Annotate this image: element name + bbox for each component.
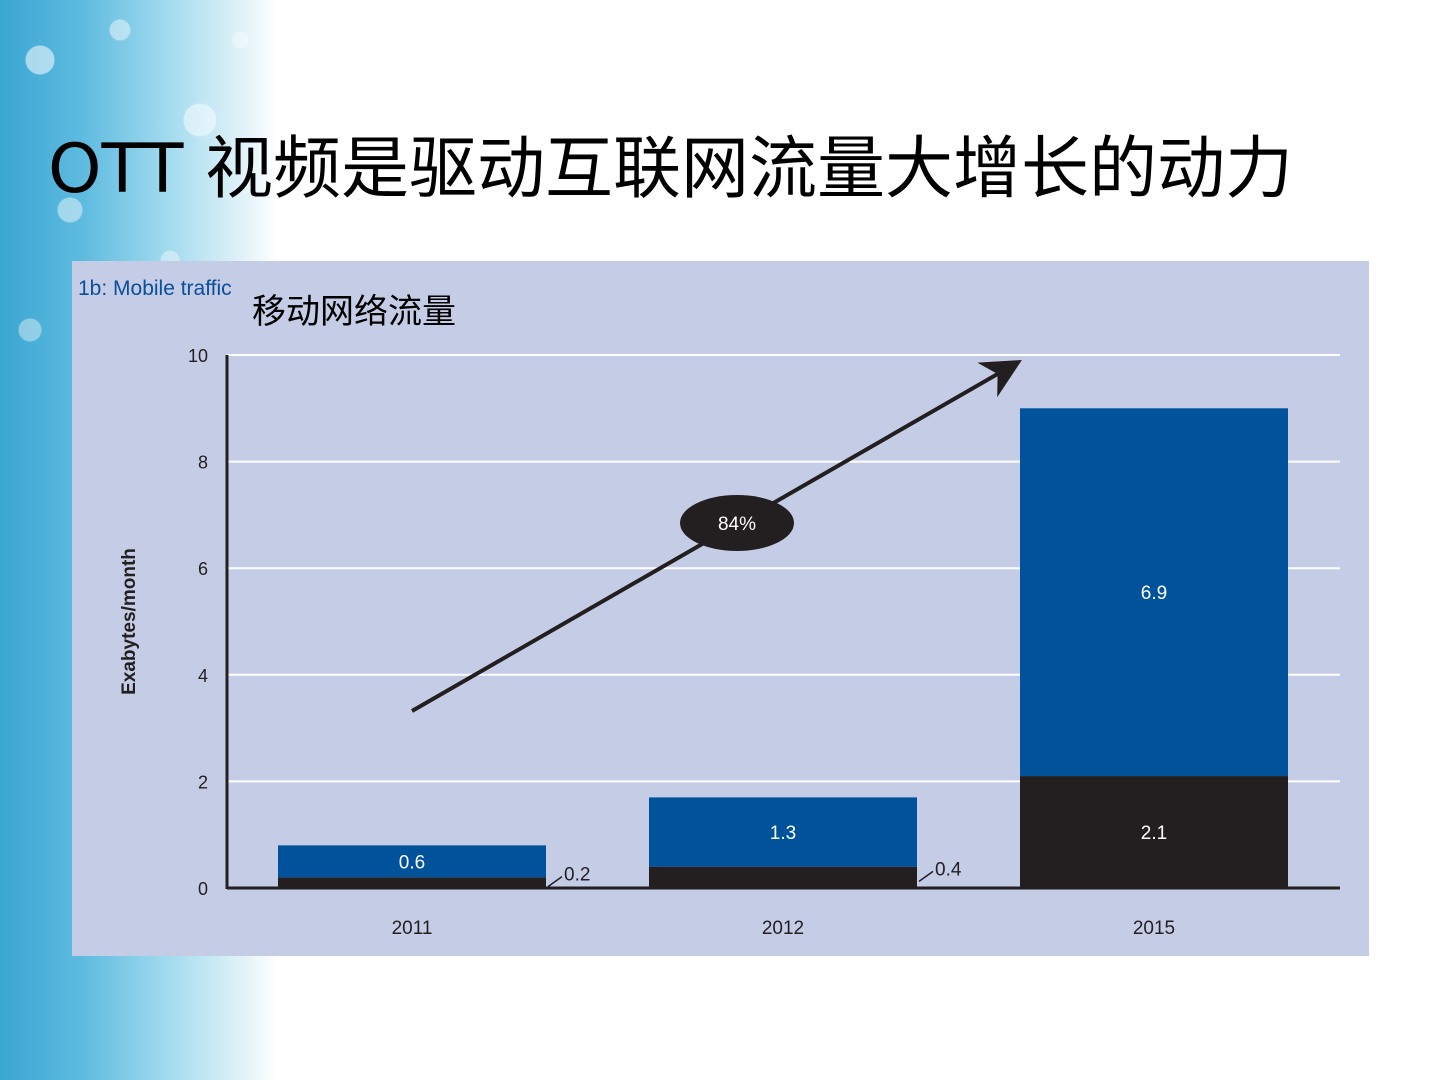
- y-tick-label: 10: [188, 346, 208, 366]
- bar-top-2015: [1020, 408, 1288, 777]
- y-axis-label: Exabytes/month: [119, 548, 140, 695]
- bar-bottom-2012: [649, 866, 917, 888]
- x-tick-label: 2012: [762, 918, 804, 939]
- y-tick-label: 8: [198, 453, 208, 473]
- chart-panel: 1b: Mobile traffic Exabytes/month 0 2 4 6 8 10 2…: [72, 261, 1369, 956]
- bar-bottom-2011: [278, 877, 546, 888]
- data-label-bottom-2015: 2.1: [1141, 823, 1167, 844]
- bar-top-2011: [278, 845, 546, 878]
- y-tick-label: 4: [198, 666, 208, 686]
- bar-bottom-2015: [1020, 776, 1288, 888]
- chart-title: 1b: Mobile traffic: [78, 277, 232, 300]
- annotation-bubble: [680, 495, 794, 551]
- bar-top-2012: [649, 797, 917, 867]
- y-tick-label: 2: [198, 772, 208, 792]
- y-tick-label: 0: [198, 879, 208, 899]
- annotation-text: 84%: [718, 514, 756, 535]
- x-tick-label: 2015: [1133, 918, 1175, 939]
- data-label-top-2015: 6.9: [1141, 583, 1167, 604]
- bar-chart: 1b: Mobile traffic Exabytes/month 0 2 4 6 8 10 2…: [78, 277, 1340, 939]
- data-label-bottom-2011: 0.2: [564, 865, 590, 886]
- data-label-bottom-2012: 0.4: [935, 859, 962, 880]
- leader-line: [547, 876, 563, 888]
- data-label-top-2012: 1.3: [770, 823, 796, 844]
- chart-subtitle: 移动网络流量: [252, 292, 456, 332]
- data-label-top-2011: 0.6: [399, 852, 425, 873]
- y-tick-label: 6: [198, 559, 208, 579]
- slide-title: OTT 视频是驱动互联网流量大增长的动力: [48, 130, 1294, 209]
- x-tick-label: 2011: [392, 918, 433, 939]
- leader-line: [918, 870, 934, 882]
